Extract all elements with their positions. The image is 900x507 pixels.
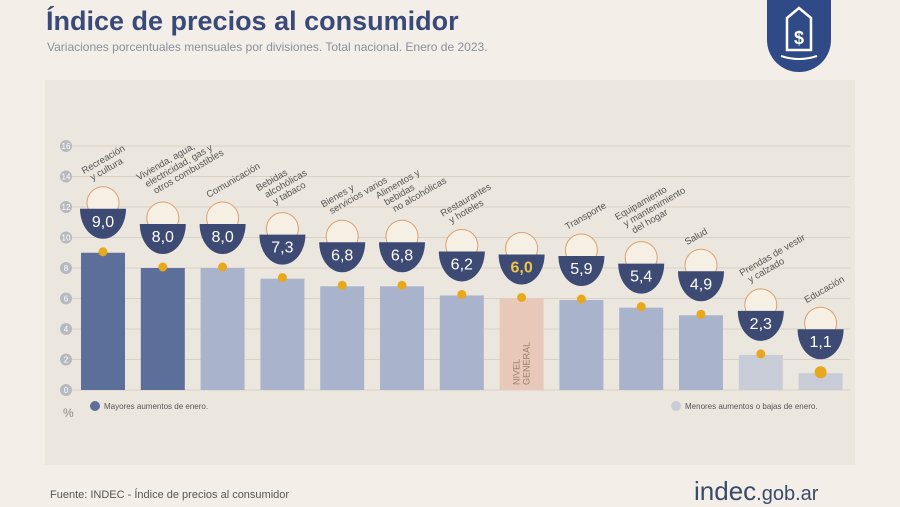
data-label: 9,0 — [92, 214, 114, 231]
bar-marker-dot — [457, 289, 467, 299]
category-label: Restaurantesy hoteles — [439, 181, 499, 228]
bar-marker-dot — [756, 349, 766, 359]
data-label: 5,4 — [630, 269, 652, 286]
bar — [140, 268, 185, 390]
value-bowl — [199, 224, 246, 255]
value-bowl — [319, 242, 366, 273]
data-label: 4,9 — [690, 276, 712, 293]
bar — [619, 307, 664, 390]
category-label: Alimentos ybebidasno alcohólicas — [374, 158, 449, 219]
value-bowl — [558, 256, 605, 287]
value-bowl — [737, 310, 784, 341]
y-tick-marker — [60, 201, 72, 213]
bar-marker-dot — [517, 293, 527, 302]
svg-text:$: $ — [794, 28, 804, 48]
data-label: 2,3 — [750, 316, 772, 333]
y-tick-label: 16 — [62, 142, 71, 151]
y-tick-marker — [60, 323, 72, 335]
y-tick-label: 2 — [64, 356, 69, 365]
bar-marker-dot — [98, 247, 108, 257]
data-label: 6,8 — [331, 247, 353, 264]
y-axis-label: % — [63, 406, 74, 420]
category-label: Comunicación — [205, 161, 263, 201]
category-label: Transporte — [563, 200, 608, 232]
bar-marker-dot — [576, 294, 586, 304]
legend-marker-high — [90, 401, 100, 411]
bar-marker-dot — [696, 309, 706, 319]
bar — [798, 373, 843, 390]
y-tick-label: 6 — [64, 295, 69, 304]
bar — [260, 278, 305, 390]
bar — [559, 300, 604, 390]
bar-marker-dot — [636, 302, 646, 312]
value-bowl — [80, 208, 126, 239]
bar-marker-dot — [814, 366, 827, 379]
value-bowl — [618, 263, 665, 294]
price-tag-badge-icon: $ — [767, 0, 831, 72]
y-tick-marker — [60, 292, 72, 305]
bar — [380, 286, 424, 390]
bar — [200, 268, 245, 390]
page-subtitle: Variaciones porcentuales mensuales por d… — [47, 40, 488, 54]
value-bowl — [438, 251, 485, 282]
bar — [320, 286, 365, 390]
bar-marker-dot — [218, 262, 228, 272]
value-bowl — [678, 271, 724, 302]
data-label: 8,0 — [152, 229, 174, 246]
bar — [439, 295, 484, 390]
bar — [679, 315, 723, 390]
y-tick-label: 8 — [64, 264, 69, 273]
data-label: 1,1 — [809, 334, 831, 351]
data-label: 6,8 — [391, 247, 413, 264]
y-tick-marker — [60, 231, 72, 244]
category-label: Educación — [803, 274, 847, 306]
category-label: Bebidasalcohólicasy tabaco — [254, 159, 314, 211]
y-tick-label: 0 — [64, 386, 69, 395]
y-tick-marker — [60, 140, 72, 152]
value-bowl — [498, 254, 545, 285]
y-tick-label: 10 — [62, 234, 71, 243]
legend-label-low: Menores aumentos o bajas de enero. — [685, 402, 818, 411]
category-label: Recreacióny cultura — [80, 143, 132, 185]
data-label: 7,3 — [271, 240, 293, 257]
indec-logo: indec.gob.ar — [694, 476, 819, 506]
legend-marker-low — [671, 401, 681, 411]
bar-marker-dot — [397, 280, 407, 290]
data-label: 5,9 — [570, 261, 592, 278]
y-tick-marker — [60, 384, 72, 396]
y-tick-marker — [60, 353, 72, 366]
data-label: 6,2 — [451, 256, 473, 273]
data-label: 6,0 — [510, 260, 532, 277]
value-bowl — [139, 224, 186, 255]
bar — [499, 298, 544, 390]
bar-marker-dot — [337, 280, 347, 290]
y-tick-marker — [60, 262, 72, 274]
category-label: Salud — [683, 226, 710, 248]
category-label: Equipamientoy mantenimientodel hogar — [613, 177, 692, 241]
value-bowl — [379, 242, 425, 273]
value-bowl — [797, 329, 844, 360]
bar — [81, 252, 125, 390]
page-title: Índice de precios al consumidor — [46, 6, 459, 36]
y-tick-label: 4 — [64, 325, 69, 334]
bar-marker-dot — [277, 273, 287, 283]
y-tick-marker — [60, 170, 72, 183]
data-label: 8,0 — [211, 229, 233, 246]
value-bowl — [259, 234, 306, 265]
source-note: Fuente: INDEC - Índice de precios al con… — [50, 489, 290, 501]
legend-label-high: Mayores aumentos de enero. — [104, 402, 208, 411]
bar — [738, 354, 783, 390]
y-tick-label: 12 — [62, 203, 71, 212]
category-label: Prendas de vestiry calzado — [738, 232, 813, 287]
general-bar-label: NIVELGENERAL — [512, 342, 532, 385]
y-tick-label: 14 — [62, 173, 71, 182]
bar-marker-dot — [158, 262, 168, 272]
